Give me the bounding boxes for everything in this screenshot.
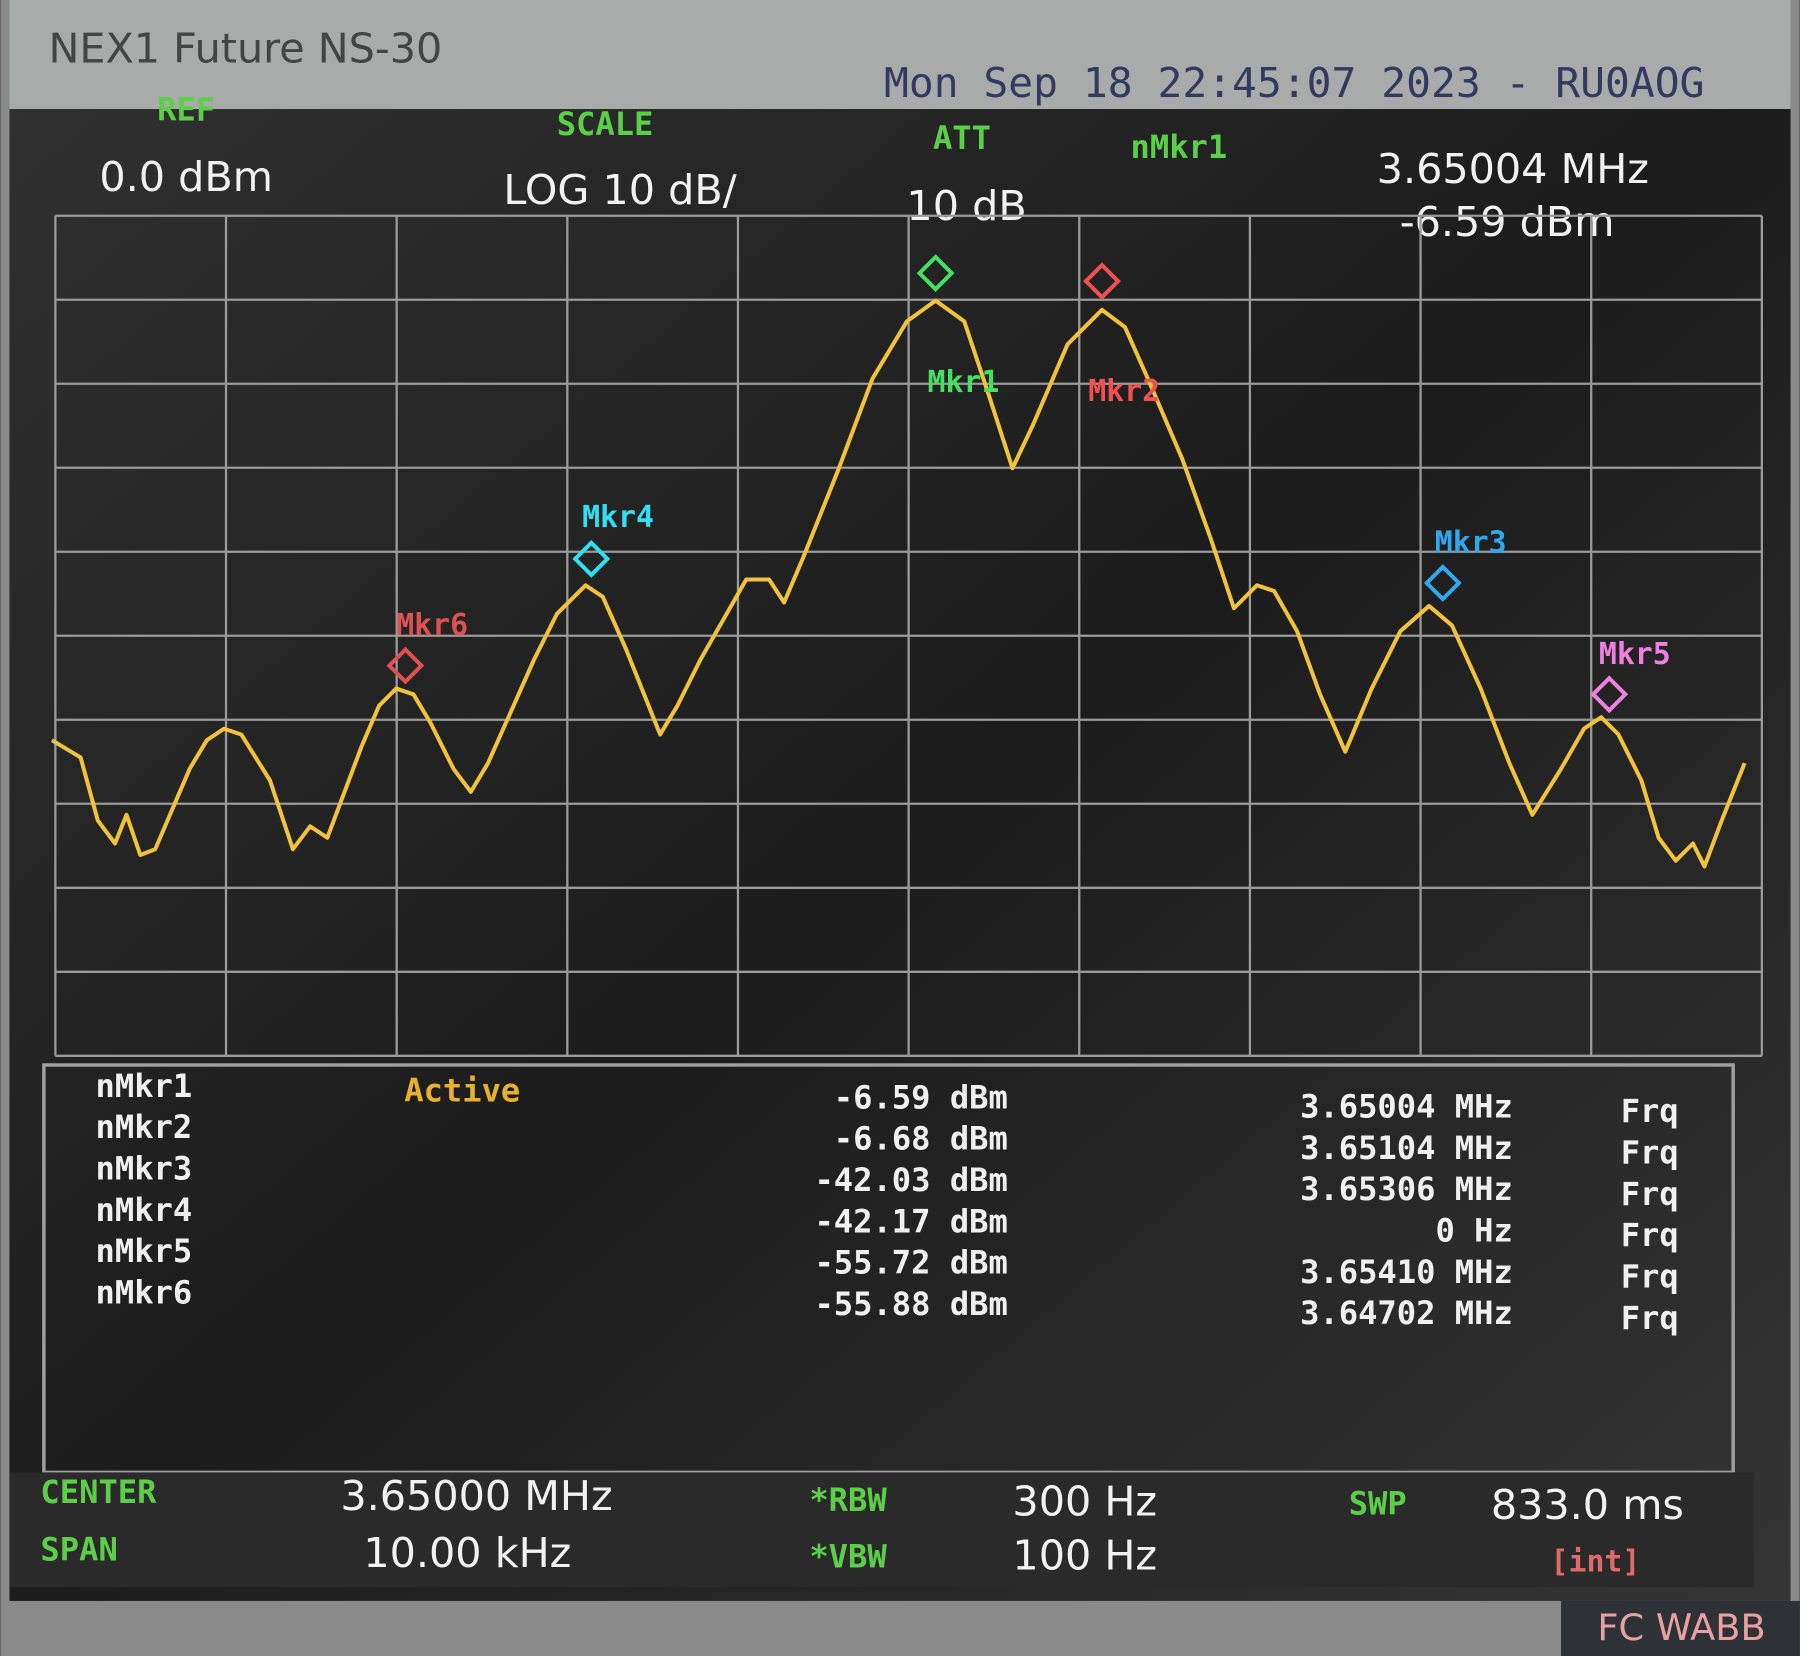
marker-diamond: [1083, 262, 1121, 301]
center-label: CENTER: [40, 1473, 157, 1511]
span-value: 10.00 kHz: [363, 1529, 571, 1577]
marker-frequency: 3.64702 MHz: [1300, 1294, 1513, 1332]
marker-name: nMkr1: [96, 1067, 193, 1105]
rbw-label: *RBW: [809, 1481, 887, 1519]
marker-label: Mkr3: [1435, 525, 1507, 560]
att-label: ATT: [933, 119, 991, 157]
device-name: NEX1 Future NS-30: [48, 25, 442, 73]
marker-diamond: [1423, 564, 1462, 602]
marker-label: Mkr5: [1599, 637, 1671, 672]
marker-label: Mkr6: [396, 608, 468, 643]
marker-amplitude: -55.72 dBm: [814, 1244, 1007, 1282]
datetime: Mon Sep 18 22:45:07 2023 - RU0AOG: [884, 59, 1704, 107]
active-marker-amp: -6.59 dBm: [1400, 198, 1615, 246]
active-marker-freq: 3.65004 MHz: [1377, 145, 1649, 193]
marker-function: Frq: [1621, 1216, 1679, 1254]
active-marker-label: nMkr1: [1131, 128, 1228, 166]
footer-panel: [9, 1472, 1754, 1588]
scale-value: LOG 10 dB/: [503, 166, 736, 214]
marker-name: nMkr2: [96, 1108, 193, 1146]
corner-panel: [1561, 1600, 1800, 1656]
marker-name: nMkr4: [96, 1191, 193, 1229]
marker-diamond: [916, 254, 955, 293]
ref-value: 0.0 dBm: [99, 153, 273, 201]
marker-frequency: 3.65004 MHz: [1300, 1088, 1513, 1126]
marker-frequency: 3.65410 MHz: [1300, 1253, 1513, 1291]
rbw-value: 300 Hz: [1012, 1478, 1157, 1526]
marker-amplitude: -6.68 dBm: [834, 1120, 1008, 1158]
span-label: SPAN: [40, 1531, 117, 1569]
swp-value: 833.0 ms: [1491, 1481, 1684, 1529]
att-value: 10 dB: [906, 182, 1026, 230]
marker-amplitude: -55.88 dBm: [814, 1285, 1007, 1323]
scale-label: SCALE: [557, 105, 654, 143]
ref-label: REF: [157, 90, 215, 128]
marker-amplitude: -42.17 dBm: [814, 1202, 1007, 1240]
vbw-value: 100 Hz: [1012, 1531, 1157, 1579]
marker-function: Frq: [1621, 1092, 1679, 1130]
marker-frequency: 0 Hz: [1435, 1212, 1512, 1250]
corner-label: FC WABB: [1597, 1606, 1765, 1649]
marker-amplitude: -42.03 dBm: [814, 1161, 1007, 1199]
swp-label: SWP: [1349, 1485, 1407, 1523]
screen: [9, 86, 1791, 1601]
marker-name: nMkr3: [96, 1150, 193, 1188]
marker-frequency: 3.65104 MHz: [1300, 1129, 1513, 1167]
trace: [50, 298, 1747, 869]
markers: Mkr1 Mkr2 Mkr3 Mkr4 Mkr5 Mkr6: [386, 254, 1671, 714]
marker-function: Frq: [1621, 1299, 1679, 1337]
marker-diamond: [386, 646, 425, 685]
title-bar: [9, 0, 1791, 110]
marker-diamond: [1590, 675, 1629, 714]
vbw-label: *VBW: [809, 1537, 887, 1575]
marker-name: nMkr5: [96, 1232, 193, 1270]
marker-label: Mkr1: [928, 365, 1000, 400]
marker-diamond: [572, 539, 611, 578]
marker-table: nMkr1 Active -6.59 dBm 3.65004 MHz Frq nMkr2 -…: [96, 1067, 1679, 1337]
swp-mode: [int]: [1551, 1545, 1641, 1580]
marker-function: Frq: [1621, 1175, 1679, 1213]
center-value: 3.65000 MHz: [340, 1472, 612, 1520]
marker-amplitude: -6.59 dBm: [834, 1078, 1008, 1116]
marker-label: Mkr2: [1088, 374, 1160, 409]
marker-name: nMkr6: [96, 1274, 193, 1312]
marker-function: Frq: [1621, 1133, 1679, 1171]
marker-function: Frq: [1621, 1257, 1679, 1295]
marker-state: Active: [404, 1072, 520, 1110]
marker-frequency: 3.65306 MHz: [1300, 1170, 1513, 1208]
graticule: [54, 214, 1764, 1057]
marker-label: Mkr4: [582, 500, 654, 535]
